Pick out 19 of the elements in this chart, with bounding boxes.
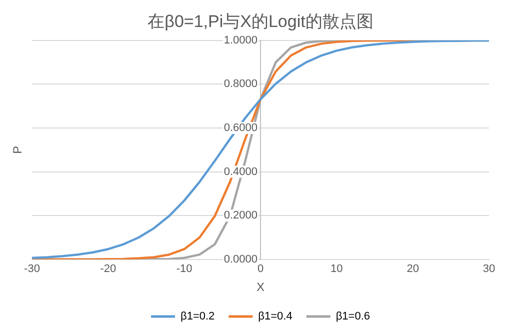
x-tick-label: 20 <box>406 263 419 276</box>
x-tick-label: 10 <box>330 263 343 276</box>
legend-label: β1=0.2 <box>180 310 215 323</box>
legend-label: β1=0.6 <box>336 310 370 323</box>
y-tick-label: 0.2000 <box>224 210 258 222</box>
y-tick-label: 0.0000 <box>224 253 258 266</box>
y-tick-label: 0.6000 <box>224 122 258 134</box>
x-tick-label: -10 <box>176 263 192 276</box>
x-tick-label: 30 <box>482 263 496 276</box>
x-tick-label: 0 <box>257 263 264 276</box>
x-axis-title: X <box>256 280 265 294</box>
y-axis-title: P <box>10 146 24 154</box>
x-tick-label: -20 <box>100 263 116 276</box>
y-tick-label: 0.8000 <box>224 78 258 90</box>
legend-label: β1=0.4 <box>258 310 292 323</box>
y-tick-label: 0.4000 <box>224 166 258 178</box>
chart-title: 在β0=1,Pi与X的Logit的散点图 <box>148 12 374 31</box>
y-tick-label: 1.0000 <box>224 34 258 46</box>
x-tick-label: -30 <box>24 263 40 276</box>
